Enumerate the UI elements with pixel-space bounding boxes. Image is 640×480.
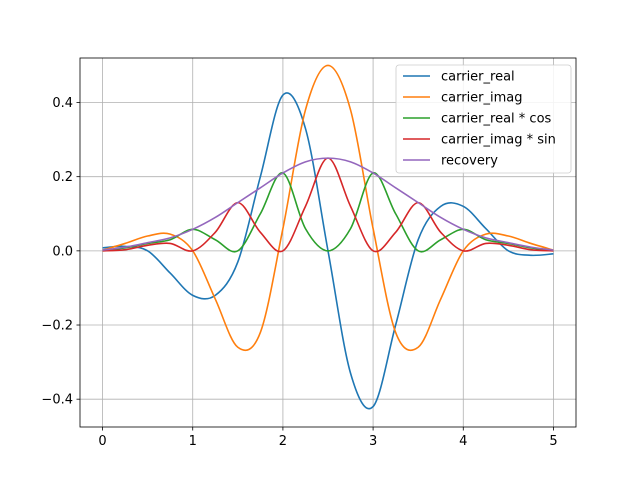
y-tick-label: −0.4 bbox=[41, 393, 73, 408]
axes-frame bbox=[79, 57, 577, 428]
legend-label: carrier_imag bbox=[441, 91, 523, 106]
series-line-carrier-imag bbox=[102, 64, 554, 352]
legend-label: carrier_imag * sin bbox=[441, 133, 556, 148]
legend-label: carrier_real bbox=[441, 70, 515, 85]
y-tick-label: 0.0 bbox=[52, 244, 73, 259]
x-tick-label: 4 bbox=[459, 434, 467, 449]
x-tick-label: 0 bbox=[98, 434, 106, 449]
x-tick-label: 1 bbox=[189, 434, 197, 449]
y-tick-label: −0.2 bbox=[41, 319, 73, 334]
x-tick-label: 5 bbox=[549, 434, 557, 449]
x-tick-label: 3 bbox=[369, 434, 377, 449]
series-layer bbox=[102, 64, 554, 410]
ticks: 0 1 2 3 4 5 −0.4 −0.2 0.0 0.2 0.4 bbox=[41, 96, 557, 449]
series-line-recovery bbox=[102, 157, 554, 251]
legend: carrier_real carrier_imag carrier_real * c… bbox=[395, 64, 572, 174]
y-tick-label: 0.2 bbox=[52, 170, 73, 185]
y-tick-label: 0.4 bbox=[52, 96, 73, 111]
x-tick-label: 2 bbox=[279, 434, 287, 449]
legend-label: recovery bbox=[441, 154, 498, 169]
legend-label: carrier_real * cos bbox=[441, 112, 552, 127]
legend-box bbox=[395, 64, 572, 174]
